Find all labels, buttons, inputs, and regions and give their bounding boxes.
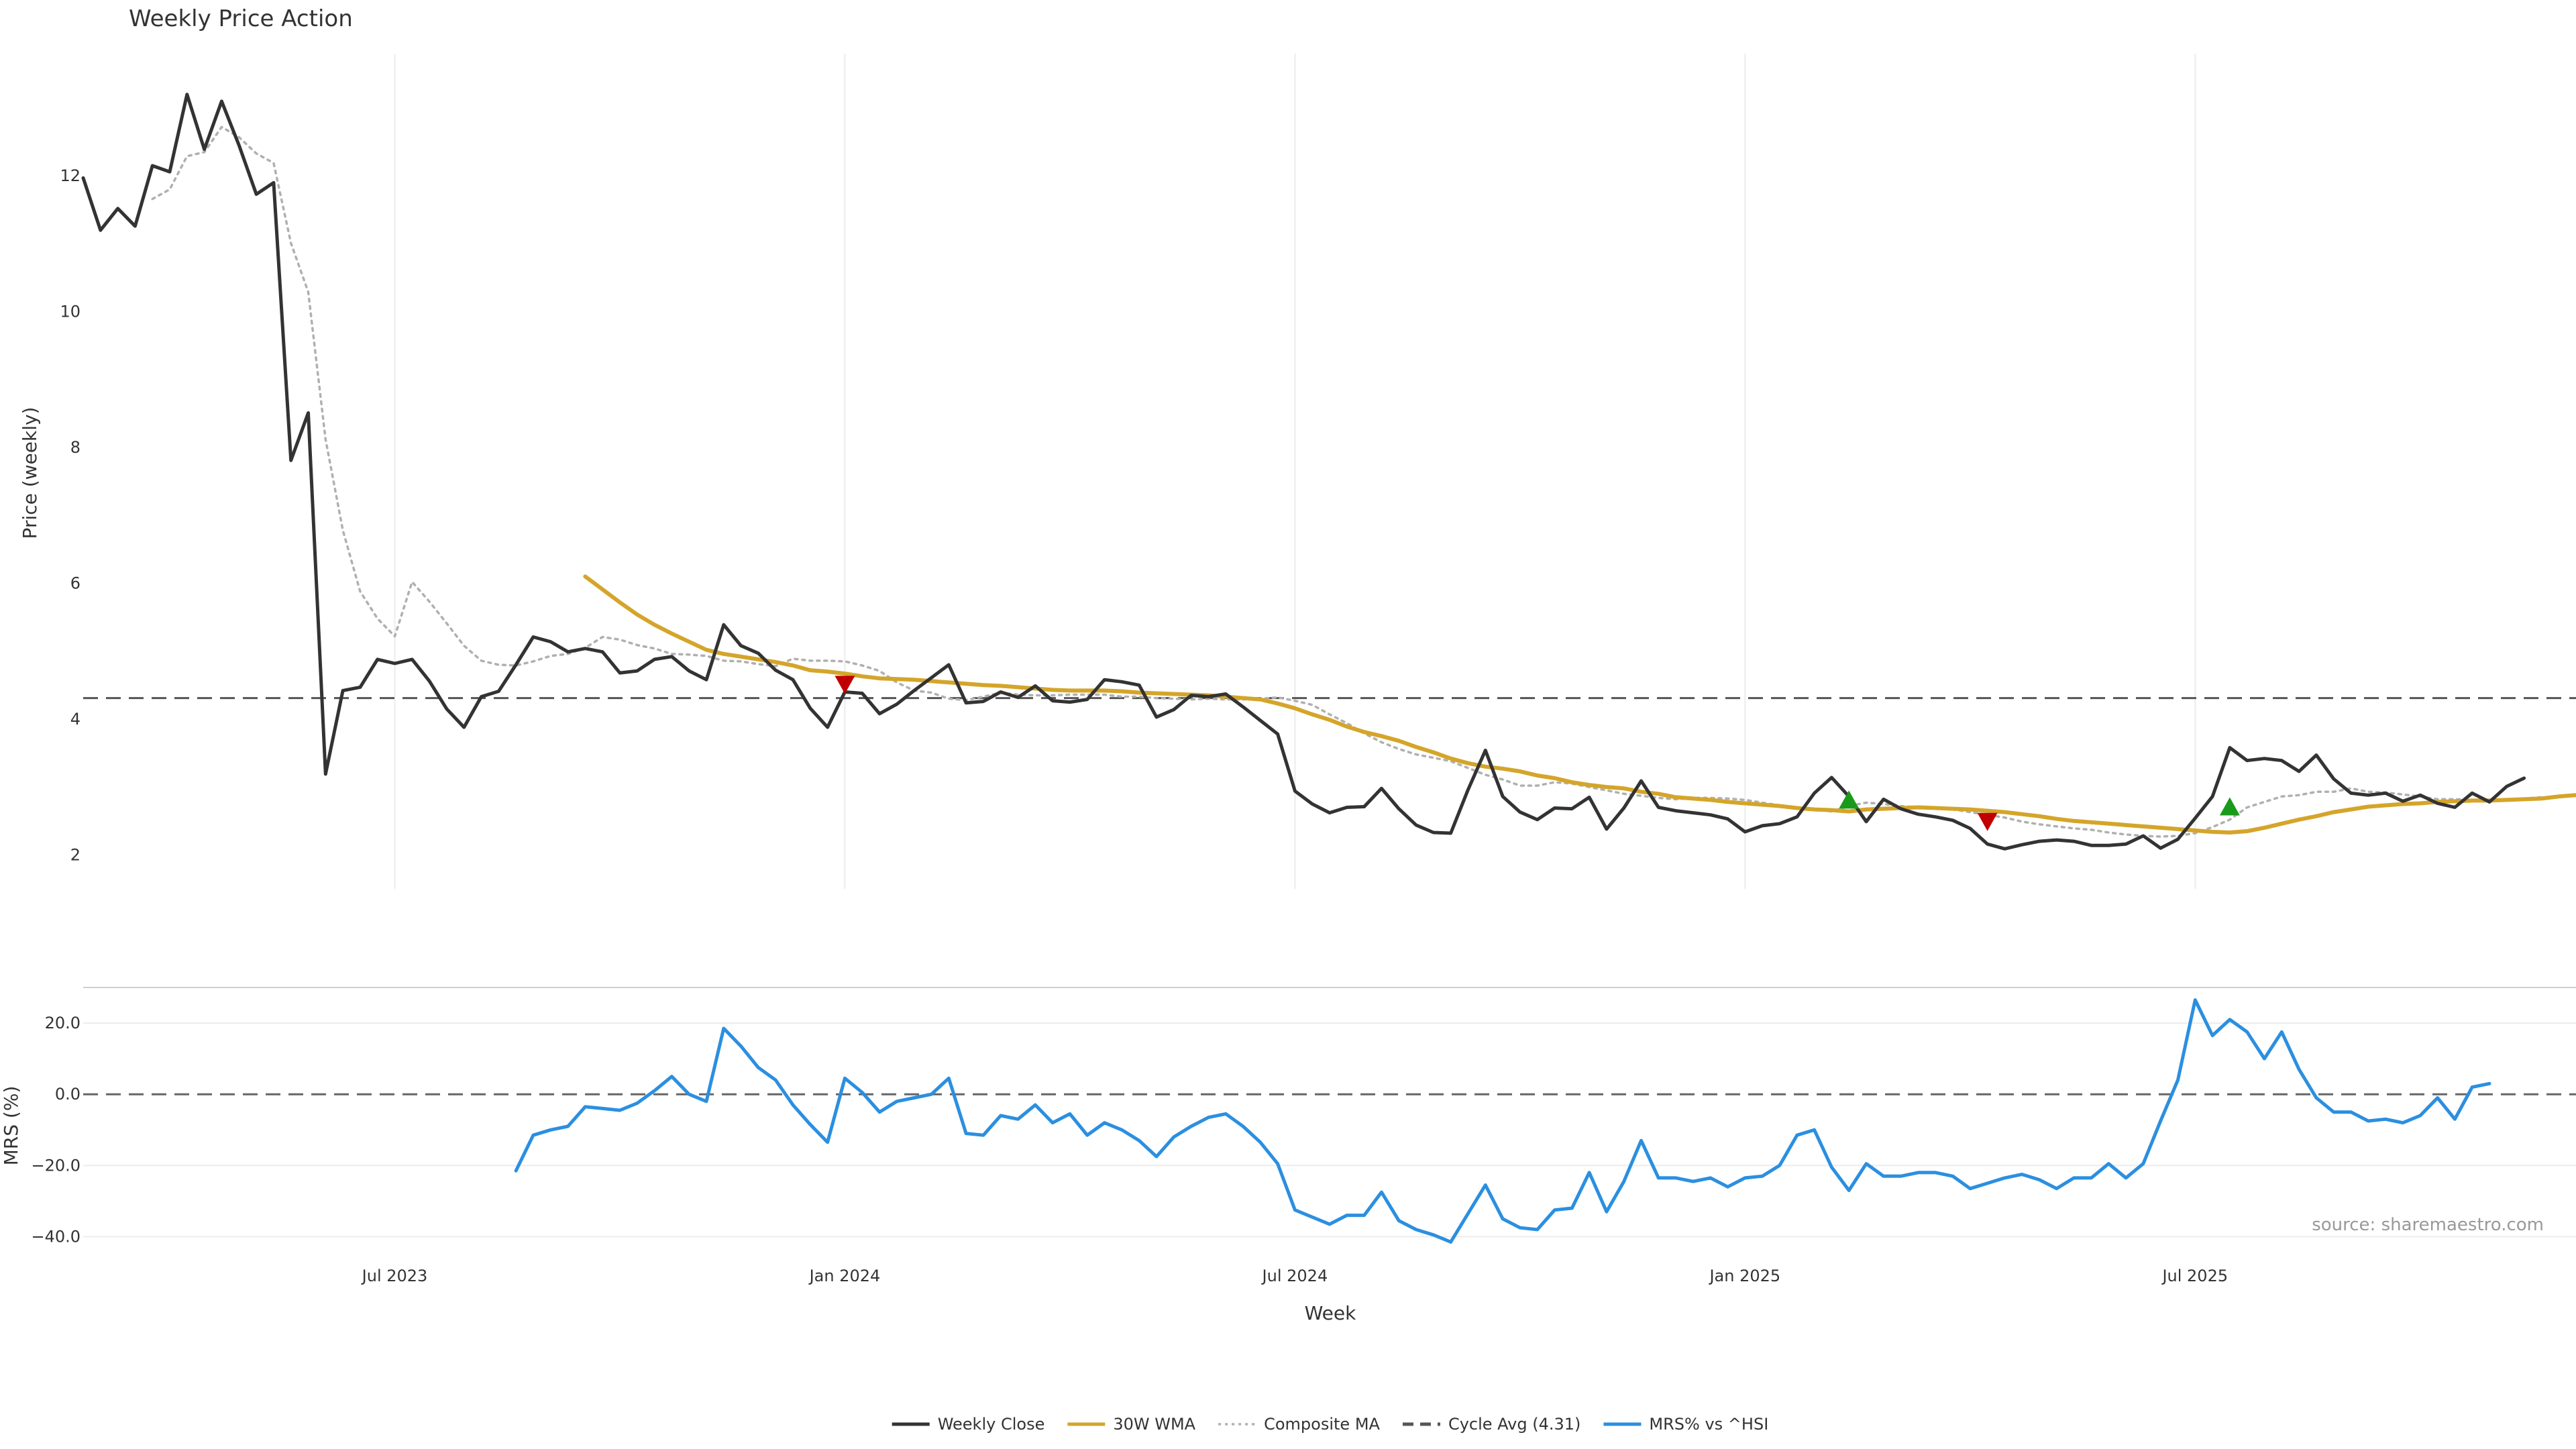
buy-signal-marker-3: [2219, 797, 2240, 816]
price-y-tick-12: 12: [60, 166, 80, 185]
mrs-y-tick-1: 0.0: [55, 1085, 80, 1104]
price-y-tick-10: 10: [60, 303, 80, 321]
mrs-y-ticks: 20.0 0.0 −20.0 −40.0: [31, 1014, 80, 1246]
x-tick-2: Jul 2024: [1261, 1267, 1328, 1285]
sell-signal-marker-0: [835, 676, 855, 694]
x-tick-0: Jul 2023: [361, 1267, 428, 1285]
mrs-y-axis-label: MRS (%): [0, 1086, 22, 1166]
mrs-series: [514, 998, 2491, 1244]
mrs-gridlines: [83, 1022, 2576, 1238]
weekly-close-line: [81, 93, 2526, 851]
buy-signal-marker-1: [1839, 790, 1860, 809]
x-axis-label: Week: [1305, 1302, 1356, 1324]
price-y-tick-6: 6: [70, 574, 80, 593]
x-axis-ticks: Jul 2023 Jan 2024 Jul 2024 Jan 2025 Jul 2025: [361, 1267, 2228, 1285]
legend-label-1: 30W WMA: [1113, 1415, 1195, 1434]
price-y-tick-4: 4: [70, 710, 80, 729]
source-note: source: sharemaestro.com: [2312, 1215, 2544, 1235]
price-y-tick-2: 2: [70, 845, 80, 864]
mrs-y-tick-2: −20.0: [31, 1156, 80, 1175]
chart-title: Weekly Price Action: [129, 5, 353, 32]
wma-30w-line: [583, 574, 2576, 835]
price-y-axis-label: Price (weekly): [19, 407, 41, 539]
mrs-line: [514, 998, 2491, 1244]
composite-ma-line: [151, 125, 2543, 838]
price-series: [81, 93, 2576, 851]
mrs-panel: 20.0 0.0 −20.0 −40.0 MRS (%) source: sharem…: [0, 998, 2576, 1246]
legend-label-3: Cycle Avg (4.31): [1448, 1415, 1580, 1434]
legend: Weekly Close 30W WMA Composite MA Cycle Avg…: [892, 1415, 1768, 1434]
price-panel: 2 4 6 8 10 12 Price (weekly): [19, 54, 2576, 889]
sell-signal-marker-2: [1977, 812, 1998, 831]
legend-label-4: MRS% vs ^HSI: [1649, 1415, 1768, 1434]
x-tick-3: Jan 2025: [1708, 1267, 1780, 1285]
x-tick-1: Jan 2024: [808, 1267, 881, 1285]
legend-label-2: Composite MA: [1264, 1415, 1380, 1434]
price-gridlines: [394, 54, 2196, 889]
x-tick-4: Jul 2025: [2161, 1267, 2228, 1285]
price-y-ticks: 2 4 6 8 10 12: [60, 166, 80, 864]
price-y-tick-8: 8: [70, 438, 80, 457]
legend-label-0: Weekly Close: [938, 1415, 1045, 1434]
signal-markers: [835, 676, 2240, 831]
mrs-y-tick-0: 20.0: [45, 1014, 80, 1032]
mrs-y-tick-3: −40.0: [31, 1227, 80, 1246]
